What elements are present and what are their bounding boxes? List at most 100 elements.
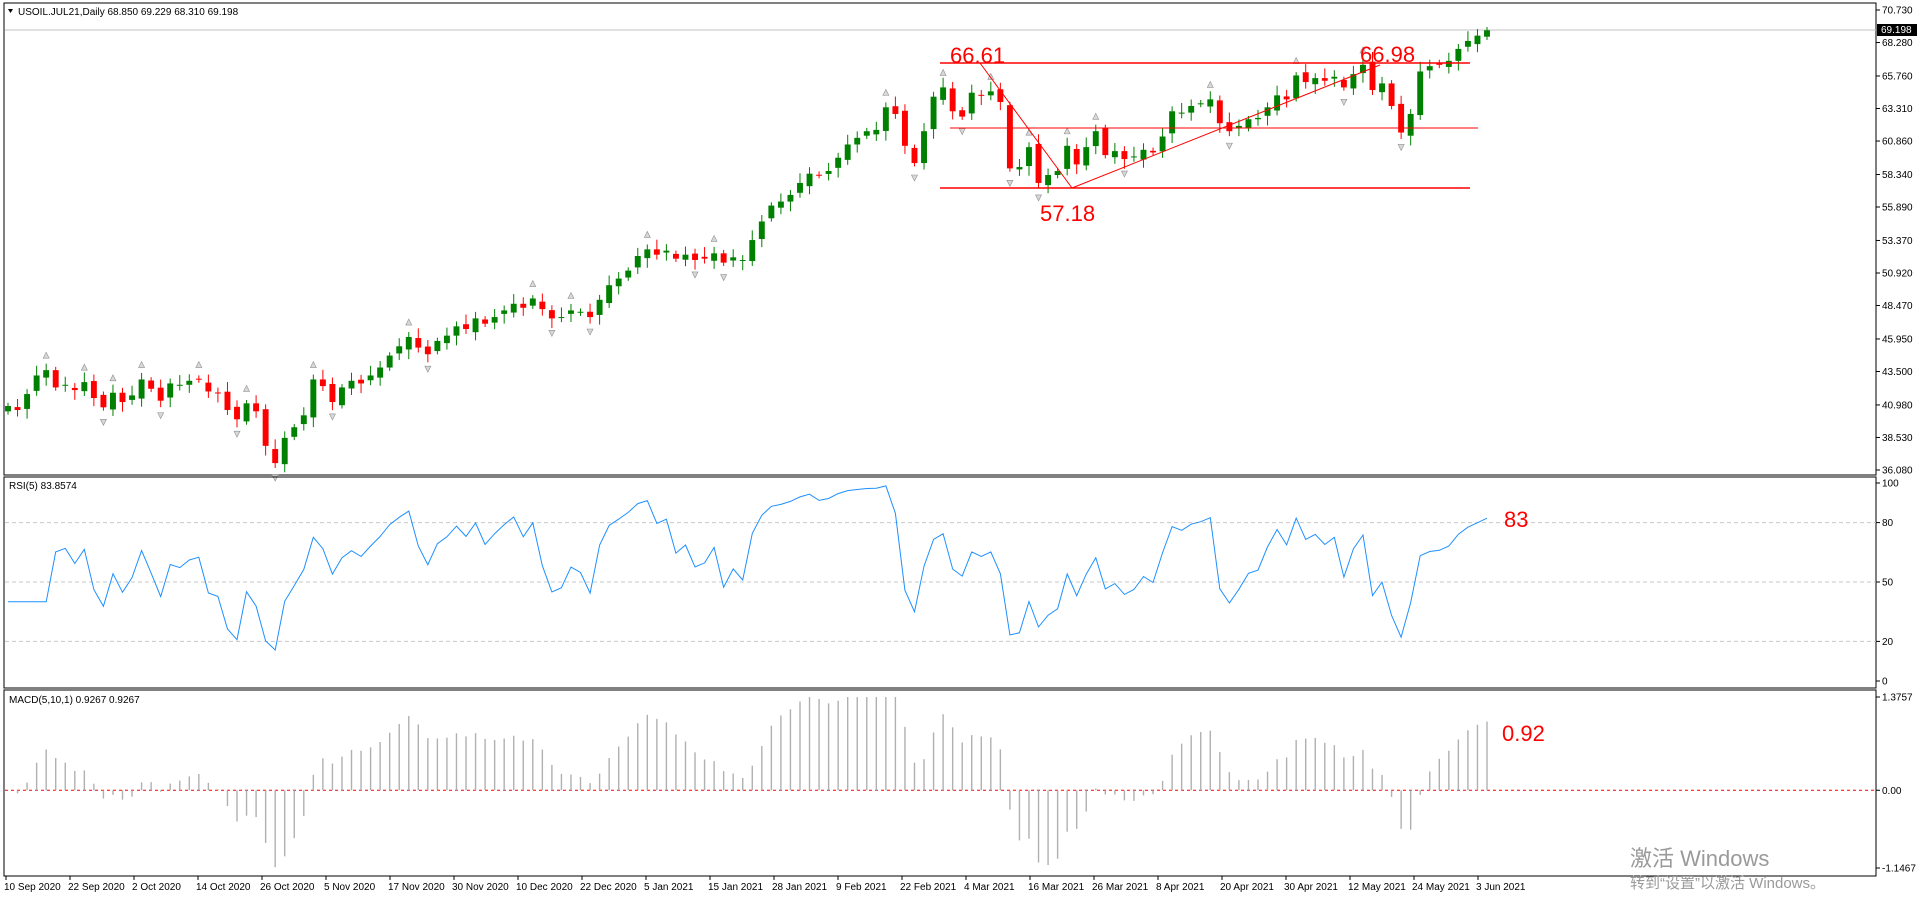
menu-triangle-icon[interactable]	[8, 9, 13, 13]
candle	[711, 246, 718, 269]
date-tick-label: 8 Apr 2021	[1156, 882, 1205, 893]
fractal-down-marker	[691, 271, 699, 279]
candle	[615, 272, 622, 295]
candle	[1331, 70, 1338, 87]
candle	[701, 247, 708, 264]
current-price-tag	[1877, 24, 1917, 36]
candle	[119, 387, 126, 412]
date-tick-label: 10 Dec 2020	[516, 882, 573, 893]
candle	[1121, 146, 1128, 169]
candle	[634, 247, 641, 274]
rsi-tick-label: 50	[1882, 578, 1894, 589]
candle	[195, 375, 202, 383]
candle	[854, 131, 861, 153]
price-axis: 70.730 68.280 65.760 63.310 60.860 58.340 55.8…	[1876, 6, 1913, 477]
price-tick-label: 68.280	[1882, 38, 1913, 49]
fractal-down-marker	[910, 174, 918, 182]
annotation-low1: 57.18	[1040, 201, 1095, 226]
candle	[1092, 124, 1099, 155]
candle	[873, 121, 880, 141]
candle	[272, 439, 279, 469]
candle	[1255, 109, 1261, 126]
price-tick-label: 43.500	[1882, 367, 1913, 378]
date-tick-label: 22 Feb 2021	[900, 882, 957, 893]
fractal-up-marker	[643, 230, 651, 238]
fractal-down-marker	[1006, 180, 1014, 187]
date-tick-label: 16 Mar 2021	[1028, 882, 1085, 893]
candle	[797, 173, 803, 198]
rsi-line	[5, 485, 1876, 651]
candle	[1207, 91, 1214, 114]
date-tick-label: 28 Jan 2021	[772, 882, 827, 893]
candle	[825, 162, 832, 181]
date-tick-label: 9 Feb 2021	[836, 882, 887, 893]
date-tick-label: 22 Dec 2020	[580, 882, 637, 893]
candle	[987, 81, 994, 101]
candle	[1464, 31, 1471, 52]
candle	[720, 250, 727, 266]
candle	[911, 144, 918, 167]
macd-tick-label: 0.00	[1882, 786, 1902, 797]
date-tick-label: 20 Apr 2021	[1220, 882, 1274, 893]
fractal-down-marker	[1035, 194, 1043, 202]
macd-value-annotation: 0.92	[1502, 721, 1545, 746]
fractal-down-marker	[548, 330, 556, 337]
candle	[329, 377, 336, 411]
candle	[1455, 43, 1462, 71]
candle	[1417, 61, 1424, 120]
candle	[1111, 143, 1118, 164]
candle	[1302, 64, 1309, 89]
candle	[672, 250, 679, 262]
rsi-tick-label: 20	[1882, 637, 1894, 648]
candle	[1321, 68, 1328, 86]
macd-panel[interactable]: MACD(5,10,1) 0.9267 0.9267 1.3757 0.00 -1.…	[3, 689, 1916, 877]
fractal-down-marker	[720, 274, 728, 282]
price-panel[interactable]: USOIL.JUL21,Daily 68.850 69.229 68.310 6…	[3, 2, 1917, 482]
candle	[243, 400, 250, 425]
candle	[968, 84, 975, 120]
macd-axis: 1.3757 0.00 -1.1467	[1876, 693, 1916, 875]
candle	[663, 244, 670, 261]
candle	[405, 332, 412, 360]
candle	[587, 303, 594, 324]
candle	[186, 374, 193, 393]
candle	[424, 340, 431, 363]
candle	[625, 267, 632, 281]
candle	[434, 337, 441, 355]
annotation-high1: 66.61	[950, 43, 1005, 68]
rsi-panel[interactable]: RSI(5) 83.8574 100 80 50 20 0 83	[3, 476, 1899, 689]
rsi-value-annotation: 83	[1504, 507, 1528, 532]
date-tick-label: 4 Mar 2021	[964, 882, 1015, 893]
candle	[358, 374, 365, 394]
fractal-down-marker	[1120, 170, 1128, 178]
date-tick-label: 2 Oct 2020	[132, 882, 181, 893]
price-tick-label: 63.310	[1882, 104, 1913, 115]
fractal-down-marker	[958, 128, 966, 136]
candle	[1474, 29, 1481, 53]
candle	[224, 381, 231, 415]
price-tick-label: 70.730	[1882, 6, 1913, 17]
price-tick-label: 58.340	[1882, 170, 1913, 181]
price-tick-label: 60.860	[1882, 137, 1913, 148]
fractal-down-marker	[586, 328, 594, 336]
candle	[1216, 95, 1223, 133]
candle	[262, 404, 269, 456]
price-tick-label: 36.080	[1882, 466, 1913, 477]
fractal-up-marker	[243, 384, 251, 392]
date-tick-label: 5 Jan 2021	[644, 882, 694, 893]
date-tick-label: 26 Mar 2021	[1092, 882, 1149, 893]
candle	[1188, 99, 1195, 121]
candle	[234, 400, 240, 428]
candle	[606, 275, 613, 308]
candle	[882, 102, 889, 141]
fractal-up-marker	[1063, 127, 1071, 135]
candle	[901, 104, 908, 154]
candle	[997, 82, 1004, 111]
activation-watermark-subtitle: 转到“设置”以激活 Windows。	[1630, 875, 1825, 892]
candle	[90, 374, 97, 407]
fractal-up-marker	[138, 360, 146, 368]
candle	[310, 374, 317, 428]
candle	[520, 297, 527, 316]
candle	[1379, 76, 1385, 101]
fractal-up-marker	[882, 88, 890, 96]
